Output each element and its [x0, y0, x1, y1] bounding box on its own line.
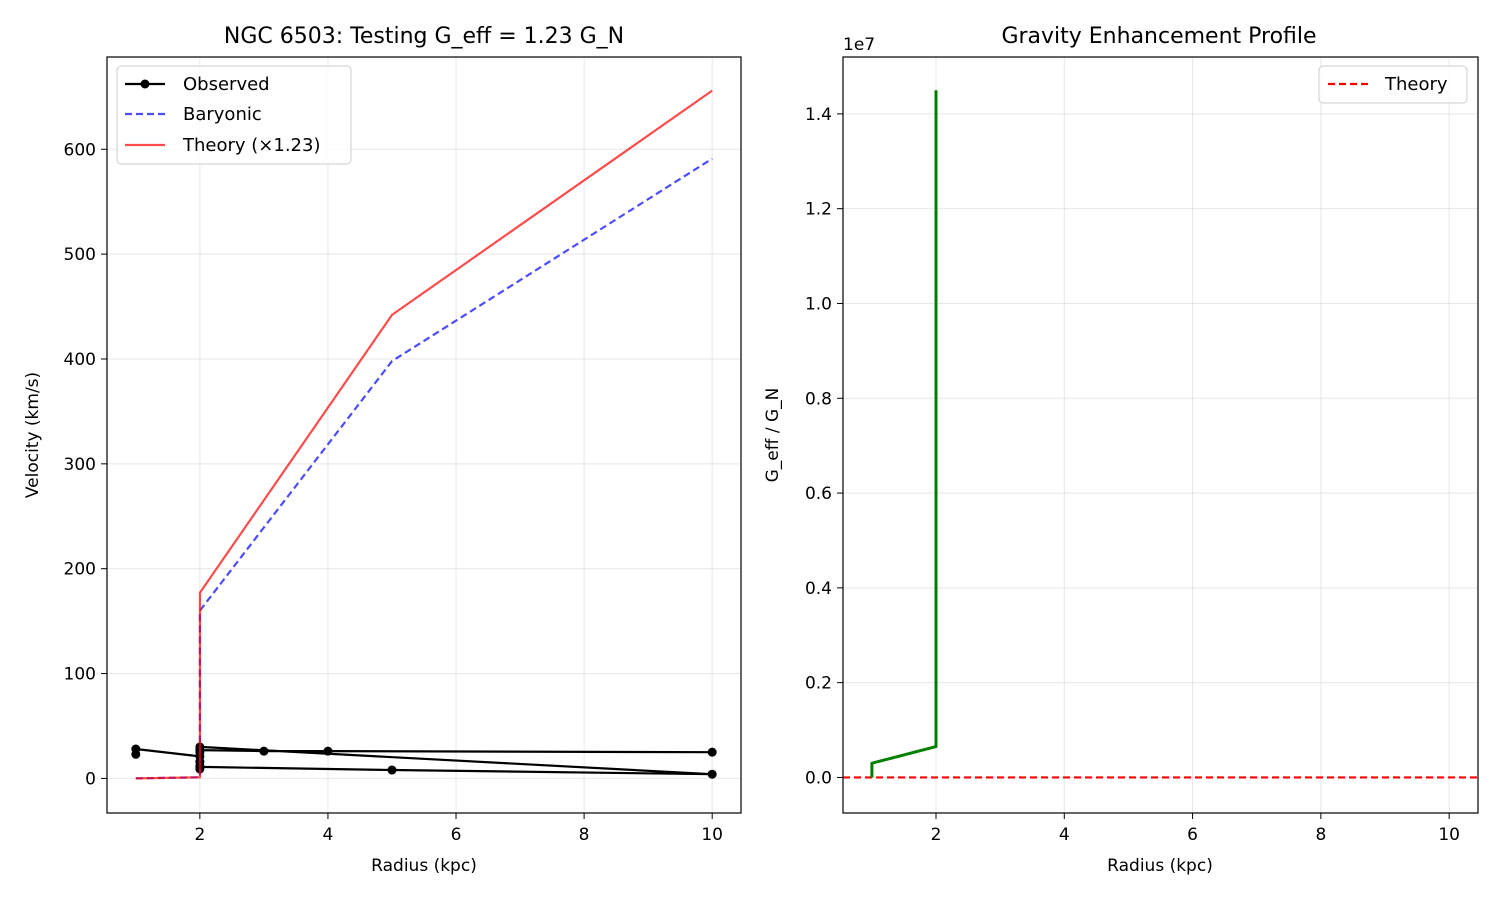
data-point: [387, 765, 397, 775]
series-line-theory-1-23: [135, 89, 713, 780]
y-axis-ticks: 0.0 0.2 0.4 0.6 0.8 1.0 1.2 1.4: [805, 105, 843, 788]
y-tick-label: 0.8: [805, 389, 832, 409]
velocity-chart: NGC 6503: Testing G_eff = 1.23 G_N 2 4 6 8 1…: [23, 24, 742, 876]
y-tick-label: 1.4: [805, 105, 832, 125]
y-tick-label: 0.6: [805, 484, 832, 504]
y-axis-ticks: 0 100 200 300 400 500 600: [64, 140, 107, 789]
x-tick-label: 10: [701, 825, 723, 845]
legend-box: [116, 65, 352, 165]
y-tick-label: 500: [64, 245, 96, 265]
x-axis-label: Radius (kpc): [371, 856, 477, 876]
legend-label-observed: Observed: [183, 74, 270, 95]
data-point: [131, 744, 141, 754]
x-axis-ticks: 2 4 6 8 10: [931, 813, 1460, 845]
series-line-ratio: [870, 90, 938, 778]
series-line-baryonic: [135, 157, 713, 780]
series-layer: [843, 90, 1478, 779]
x-tick-label: 6: [451, 825, 462, 845]
data-point: [707, 747, 717, 757]
data-point: [323, 746, 333, 756]
y-axis-label: G_eff / G_N: [763, 388, 783, 483]
legend: Observed Baryonic Theory (×1.23): [116, 65, 352, 165]
plot-frame: [106, 56, 742, 814]
y-tick-label: 600: [64, 140, 96, 160]
y-tick-label: 0: [85, 769, 96, 789]
x-tick-label: 8: [1315, 825, 1326, 845]
y-tick-label: 1.0: [805, 294, 832, 314]
y-tick-label: 200: [64, 560, 96, 580]
legend-label-theory: Theory: [1384, 74, 1448, 95]
legend-label-theory: Theory (×1.23): [182, 135, 320, 156]
grid: [107, 57, 741, 813]
legend-label-baryonic: Baryonic: [183, 104, 262, 125]
x-axis-label: Radius (kpc): [1107, 856, 1213, 876]
y-tick-label: 0.2: [805, 674, 832, 694]
y-axis-label: Velocity (km/s): [23, 372, 43, 498]
chart-title: Gravity Enhancement Profile: [1001, 24, 1316, 49]
x-tick-label: 2: [931, 825, 942, 845]
legend-box: [1318, 65, 1468, 104]
y-tick-label: 100: [64, 665, 96, 685]
x-tick-label: 4: [1059, 825, 1070, 845]
x-axis-ticks: 2 4 6 8 10: [194, 813, 723, 845]
x-tick-label: 6: [1187, 825, 1198, 845]
y-tick-label: 300: [64, 455, 96, 475]
plot-frame: [842, 56, 1479, 814]
x-tick-label: 10: [1438, 825, 1460, 845]
scale-label: 1e7: [843, 35, 875, 55]
series-layer: [131, 89, 717, 780]
grid: [843, 57, 1478, 813]
legend-marker-observed: [140, 79, 150, 89]
y-tick-label: 400: [64, 350, 96, 370]
data-point: [259, 746, 269, 756]
chart-title: NGC 6503: Testing G_eff = 1.23 G_N: [224, 24, 624, 49]
y-tick-label: 1.2: [805, 200, 832, 220]
x-tick-label: 2: [194, 825, 205, 845]
gravity-chart: Gravity Enhancement Profile 2 4 6 8 10 0.00.…: [763, 24, 1479, 876]
legend: Theory: [1318, 65, 1468, 104]
x-tick-label: 8: [579, 825, 590, 845]
y-tick-label: 0.4: [805, 579, 832, 599]
y-tick-label: 0.0: [805, 768, 832, 788]
data-point: [707, 769, 717, 779]
x-tick-label: 4: [323, 825, 334, 845]
